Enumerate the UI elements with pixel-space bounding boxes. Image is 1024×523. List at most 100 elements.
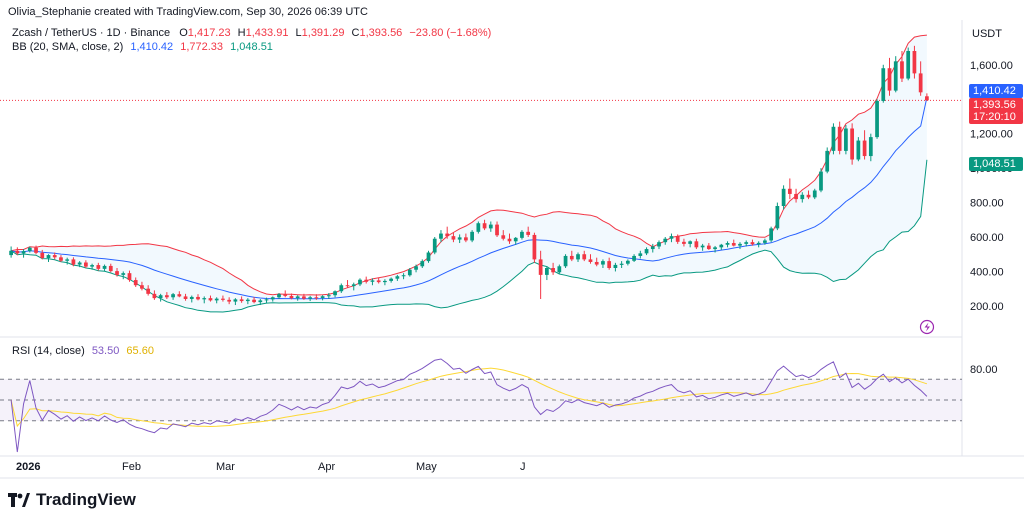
candle-body [582,254,587,260]
candle-body [326,295,331,297]
candle-body [825,150,830,172]
candle-body [632,255,636,261]
time-axis-tick: 2026 [16,461,40,473]
high-label: H [237,27,246,39]
candle-body [856,140,861,160]
candle-body [9,250,13,256]
candle-body [401,275,406,277]
candle-body [875,100,879,138]
candle-body [706,245,711,250]
candle-body [158,295,163,299]
candle-body [794,193,798,200]
candle-body [420,261,425,267]
tradingview-mark-icon [8,493,30,507]
candle-body [202,298,207,300]
candle-body [688,241,693,244]
open-value: 1,417.23 [187,27,231,39]
candle-body [133,280,138,286]
bb-legend[interactable]: BB (20, SMA, close, 2) 1,410.42 1,772.33… [12,41,273,53]
candle-body [115,271,119,275]
candle-body [731,243,736,246]
candle-body [918,73,923,93]
candle-body [569,255,574,260]
candle-body [694,241,699,248]
candle-body [819,171,823,191]
candle-body [314,297,319,299]
candle-body [495,224,499,236]
candle-body [576,254,580,260]
price-axis-tick: 200.00 [970,301,1004,313]
low-label: L [295,27,302,39]
candle-body [364,279,369,282]
candle-body [395,276,400,279]
price-axis-tick: 600.00 [970,232,1004,244]
symbol-legend[interactable]: Zcash / TetherUS · 1D · Binance O1,417.2… [12,27,491,39]
candle-body [376,280,381,283]
price-axis-tick: 1,600.00 [970,60,1013,72]
candle-body [59,257,63,261]
candle-body [881,68,886,101]
rsi-legend[interactable]: RSI (14, close) 53.50 65.60 [12,345,154,357]
candle-body [320,296,325,298]
candle-body [189,296,194,299]
candle-body [900,61,904,79]
candle-body [850,128,854,160]
candle-body [34,247,38,253]
candle-body [339,285,344,292]
candle-body [84,262,88,267]
candle-body [868,137,873,157]
candle-body [644,249,649,254]
candle-body [333,291,337,296]
alert-lightning-icon[interactable] [919,319,935,335]
time-axis-tick: Feb [122,461,141,473]
open-label: O [179,27,188,39]
candle-body [787,188,792,194]
candle-body [862,140,867,157]
candle-body [744,242,749,244]
candle-body [638,253,643,256]
candle-body [152,293,157,299]
time-axis-tick: May [416,461,437,473]
candle-body [183,296,188,299]
candle-body [102,265,107,269]
bb-upper-value: 1,772.33 [180,41,224,53]
candle-body [831,126,836,151]
candle-body [763,240,767,243]
candle-body [457,237,462,240]
candle-body [146,288,151,294]
candle-body [532,234,537,260]
candle-body [563,255,568,267]
candle-body [738,243,742,246]
candle-body [507,238,512,242]
high-value: 1,433.91 [245,27,289,39]
candle-body [464,237,468,241]
candle-body [65,259,70,261]
bb-lower-value: 1,048.51 [230,41,273,53]
price-axis-tick: 800.00 [970,198,1004,210]
candle-body [258,300,263,303]
candle-body [439,233,443,239]
tradingview-logo[interactable]: TradingView [8,490,136,510]
candle-body [601,261,605,265]
candle-body [545,268,549,275]
candle-body [140,285,144,289]
time-axis-tick: J [520,461,526,473]
candle-body [27,247,32,252]
candle-body [264,299,269,301]
candle-body [289,295,294,299]
candle-body [657,242,661,247]
candle-body [588,259,593,262]
basis-badge: 1,410.42 [969,84,1023,98]
candle-body [414,266,418,270]
candle-body [719,244,724,248]
candle-body [470,231,474,241]
candle-body [800,194,805,200]
bb-upper-line [10,34,927,296]
candle-body [650,246,655,250]
currency-label[interactable]: USDT [972,28,1002,40]
candle-body [121,273,126,275]
price-axis-tick: 400.00 [970,266,1004,278]
candle-body [476,223,481,232]
candle-body [837,126,842,151]
